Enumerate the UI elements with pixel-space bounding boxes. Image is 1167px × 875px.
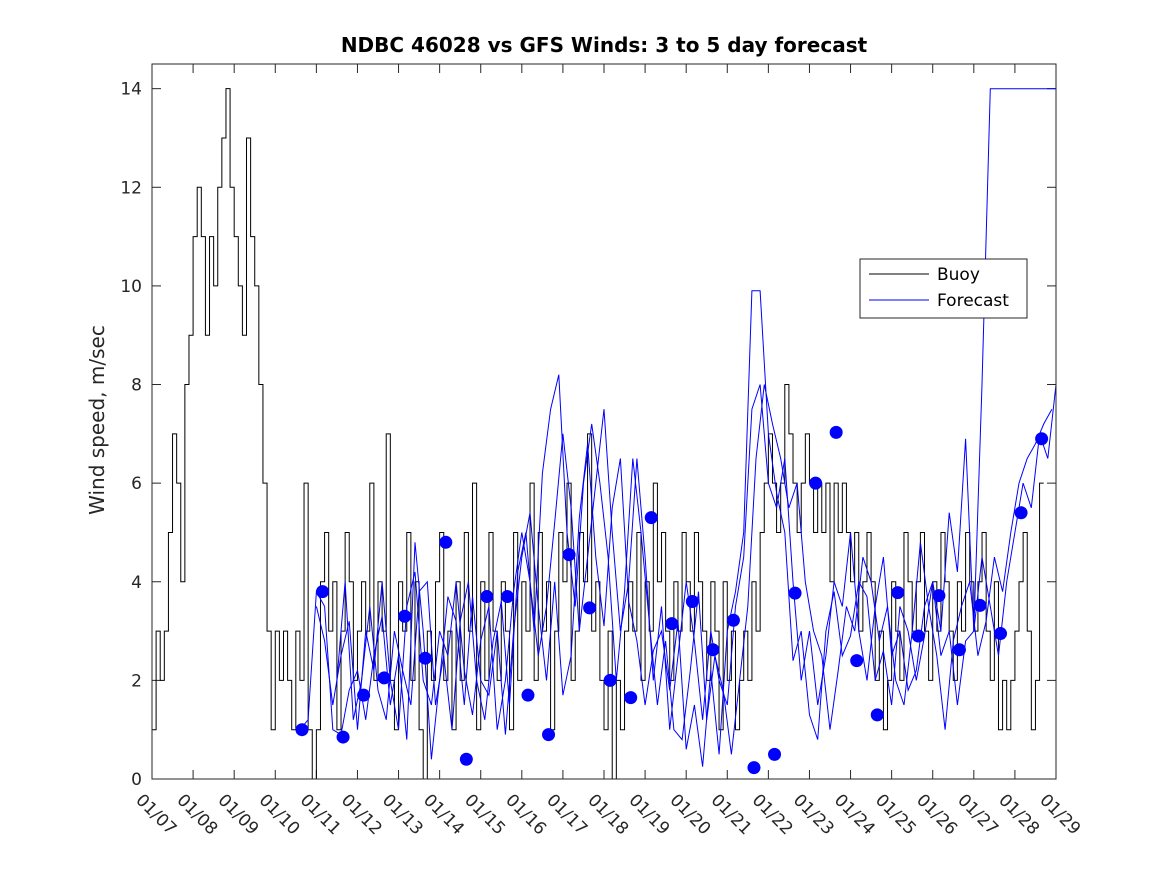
forecast-marker xyxy=(295,723,309,737)
buoy-series-line xyxy=(152,88,1044,779)
plot-area: 0246810121401/0701/0801/0901/1001/1101/1… xyxy=(120,63,1084,839)
plot-frame xyxy=(151,63,1057,780)
y-tick-label: 4 xyxy=(131,573,142,593)
forecast-marker xyxy=(829,425,843,439)
forecast-marker xyxy=(911,629,925,643)
forecast-marker xyxy=(500,590,514,604)
y-axis-label: Wind speed, m/sec xyxy=(85,325,109,515)
forecast-marker xyxy=(521,688,535,702)
chart-title: NDBC 46028 vs GFS Winds: 3 to 5 day fore… xyxy=(341,33,868,57)
forecast-series-line xyxy=(299,88,1056,767)
forecast-marker xyxy=(562,548,576,562)
forecast-marker xyxy=(644,511,658,525)
forecast-marker xyxy=(398,609,412,623)
forecast-marker xyxy=(973,598,987,612)
forecast-marker xyxy=(665,617,679,631)
y-tick-label: 10 xyxy=(120,277,142,297)
forecast-marker xyxy=(418,651,432,665)
forecast-marker xyxy=(850,654,864,668)
y-tick-label: 0 xyxy=(131,770,142,790)
forecast-marker xyxy=(809,476,823,490)
y-tick-label: 2 xyxy=(131,671,142,691)
forecast-marker xyxy=(624,691,638,705)
forecast-marker xyxy=(316,585,330,599)
forecast-marker xyxy=(603,673,617,687)
forecast-marker xyxy=(336,730,350,744)
forecast-marker xyxy=(870,708,884,722)
forecast-marker xyxy=(747,761,761,775)
y-tick-label: 6 xyxy=(131,474,142,494)
forecast-marker xyxy=(726,613,740,627)
forecast-marker xyxy=(1014,506,1028,520)
forecast-marker xyxy=(932,589,946,603)
forecast-marker xyxy=(952,643,966,657)
y-tick-label: 12 xyxy=(120,178,142,198)
y-tick-label: 8 xyxy=(131,376,142,396)
forecast-marker xyxy=(891,586,905,600)
forecast-marker xyxy=(480,590,494,604)
forecast-marker xyxy=(994,627,1008,641)
y-tick-label: 14 xyxy=(120,80,142,100)
forecast-series-line xyxy=(315,384,1056,730)
forecast-marker xyxy=(459,752,473,766)
forecast-marker xyxy=(377,671,391,685)
forecast-marker xyxy=(439,535,453,549)
legend: Buoy Forecast xyxy=(859,258,1028,319)
forecast-marker xyxy=(685,594,699,608)
legend-forecast-label: Forecast xyxy=(937,291,1009,311)
forecast-marker xyxy=(1035,432,1049,446)
plot-box xyxy=(152,64,1056,779)
forecast-marker xyxy=(768,747,782,761)
forecast-series-line xyxy=(336,374,1053,755)
forecast-marker xyxy=(357,688,371,702)
forecast-marker xyxy=(706,643,720,657)
forecast-marker xyxy=(542,728,556,742)
legend-box xyxy=(859,258,1028,319)
forecast-marker xyxy=(788,586,802,600)
legend-buoy-label: Buoy xyxy=(937,265,980,285)
forecast-marker xyxy=(583,601,597,615)
